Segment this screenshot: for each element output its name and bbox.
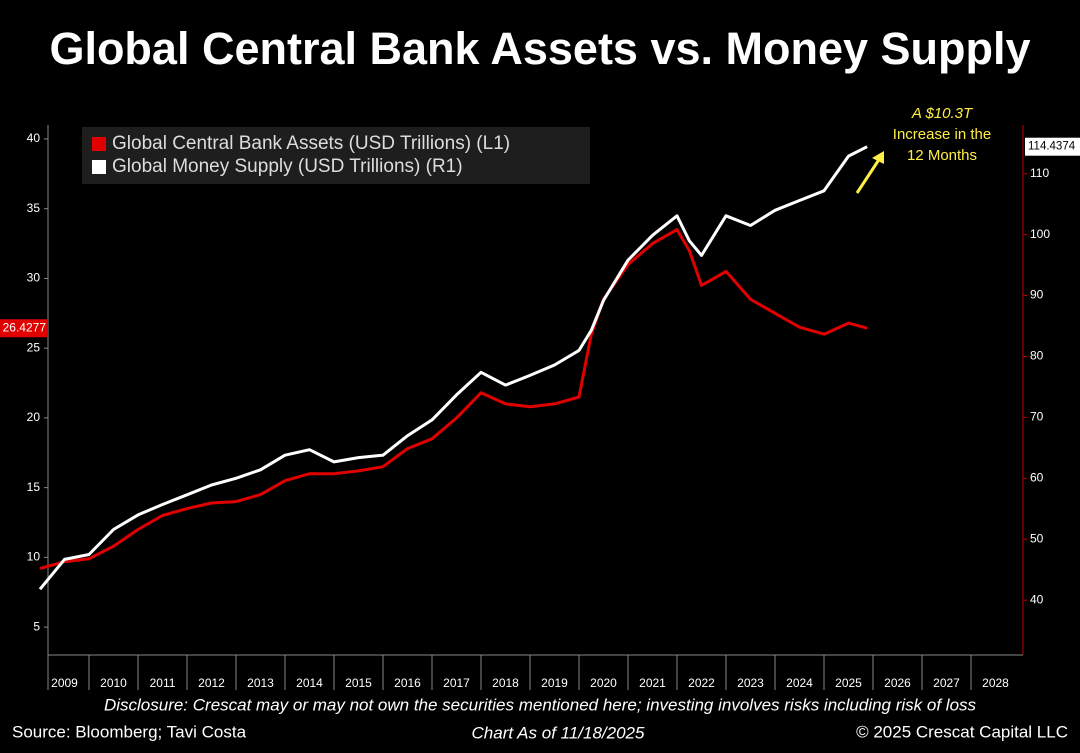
- x-tick-label: 2026: [884, 676, 911, 690]
- x-tick-label: 2012: [198, 676, 225, 690]
- y-tick-label: 15: [27, 480, 41, 494]
- y2-tick-label: 90: [1030, 288, 1044, 302]
- legend-swatch: [92, 137, 106, 151]
- x-tick-label: 2017: [443, 676, 470, 690]
- y2-tick-label: 80: [1030, 349, 1044, 363]
- last-value-tag: [0, 319, 48, 338]
- y-tick-label: 30: [27, 271, 41, 285]
- y-tick-label: 25: [27, 340, 41, 354]
- legend-swatch: [92, 160, 106, 174]
- copyright: © 2025 Crescat Capital LLC: [856, 722, 1068, 741]
- y2-tick-label: 60: [1030, 471, 1044, 485]
- legend-box: [82, 127, 590, 184]
- annotation-arrow: [855, 157, 882, 194]
- x-tick-label: 2023: [737, 676, 764, 690]
- x-tick-label: 2022: [688, 676, 715, 690]
- x-tick-label: 2020: [590, 676, 617, 690]
- annotation: Increase in the: [893, 126, 991, 143]
- annotation: 12 Months: [907, 147, 977, 164]
- x-tick-label: 2019: [541, 676, 568, 690]
- x-tick-label: 2025: [835, 676, 862, 690]
- chart-title: Global Central Bank Assets vs. Money Sup…: [49, 23, 1030, 74]
- last-value-label: 26.4277: [3, 320, 47, 334]
- x-tick-label: 2014: [296, 676, 323, 690]
- y2-tick-label: 40: [1030, 592, 1044, 606]
- y2-tick-label: 50: [1030, 531, 1044, 545]
- last-value-label: 114.4374: [1028, 141, 1076, 153]
- chart-as-of: Chart As of 11/18/2025: [472, 723, 645, 742]
- x-tick-label: 2024: [786, 676, 813, 690]
- x-tick-label: 2028: [982, 676, 1009, 690]
- legend-label: Global Money Supply (USD Trillions) (R1): [112, 156, 463, 177]
- x-tick-label: 2009: [51, 676, 78, 690]
- y-tick-label: 20: [27, 410, 41, 424]
- x-tick-label: 2011: [150, 676, 176, 690]
- y2-tick-label: 100: [1030, 227, 1050, 241]
- legend-label: Global Central Bank Assets (USD Trillion…: [112, 133, 510, 154]
- y-tick-label: 5: [33, 619, 40, 633]
- x-tick-label: 2027: [933, 676, 960, 690]
- annotation-arrowhead: [872, 151, 884, 164]
- x-tick-label: 2013: [247, 676, 274, 690]
- y2-tick-label: 110: [1030, 166, 1049, 180]
- y-tick-label: 10: [27, 550, 41, 564]
- y-tick-label: 35: [27, 201, 41, 215]
- series-line: [39, 228, 868, 570]
- x-tick-label: 2010: [100, 676, 127, 690]
- annotation: A $10.3T: [911, 105, 974, 122]
- last-value-tag: [1025, 137, 1080, 156]
- x-tick-label: 2015: [345, 676, 372, 690]
- x-tick-label: 2016: [394, 676, 421, 690]
- y2-tick-label: 70: [1030, 410, 1044, 424]
- x-tick-label: 2021: [639, 676, 666, 690]
- disclosure: Disclosure: Crescat may or may not own t…: [104, 695, 977, 714]
- series-line: [38, 145, 868, 591]
- y-tick-label: 40: [27, 131, 41, 145]
- source: Source: Bloomberg; Tavi Costa: [12, 722, 247, 741]
- x-tick-label: 2018: [492, 676, 519, 690]
